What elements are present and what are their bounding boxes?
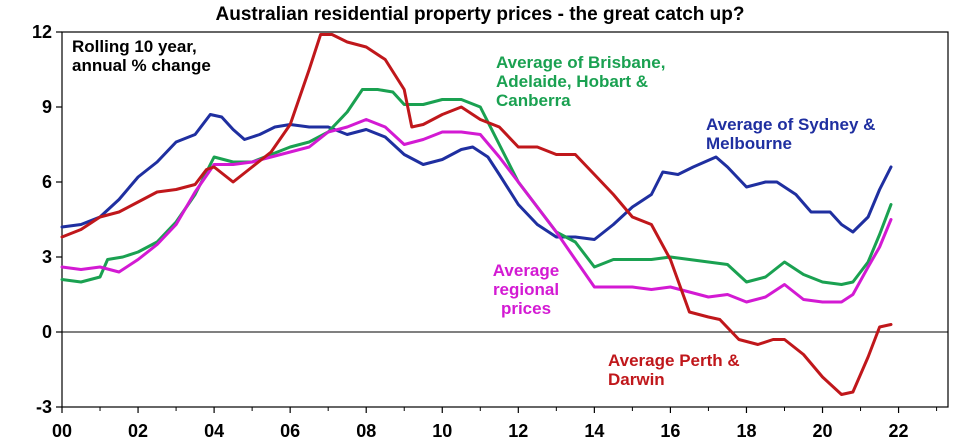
y-tick-label: 3 <box>42 247 52 267</box>
x-tick-label: 18 <box>736 421 756 441</box>
x-tick-label: 14 <box>584 421 604 441</box>
unit-label: annual % change <box>72 56 211 75</box>
x-tick-label: 10 <box>432 421 452 441</box>
series-perth-darwin-line <box>60 33 893 396</box>
plot-frame <box>61 31 949 408</box>
series-regional-label: prices <box>501 299 551 318</box>
x-tick-label: 04 <box>204 421 224 441</box>
x-tick-label: 08 <box>356 421 376 441</box>
x-tick-label: 00 <box>52 421 72 441</box>
y-tick-label: 6 <box>42 172 52 192</box>
series-regional-label: Average <box>493 261 559 280</box>
x-tick-label: 20 <box>812 421 832 441</box>
x-tick-label: 02 <box>128 421 148 441</box>
series-regional-line <box>60 118 893 304</box>
y-tick-label: 12 <box>32 22 52 42</box>
x-tick-label: 16 <box>660 421 680 441</box>
series-sydney-melbourne-label: Average of Sydney & <box>706 115 875 134</box>
series-brisbane-adelaide-hobart-canberra-label: Average of Brisbane, <box>496 53 665 72</box>
series-layer <box>60 33 893 396</box>
series-regional-label: regional <box>493 280 559 299</box>
series-brisbane-adelaide-hobart-canberra-label: Adelaide, Hobart & <box>496 72 648 91</box>
series-sydney-melbourne-line <box>60 113 893 241</box>
axes: -3 0 3 6 9 12 00 02 04 06 08 10 12 14 16 18 20 22 <box>32 22 949 441</box>
y-tick-label: 0 <box>42 322 52 342</box>
x-tick-label: 06 <box>280 421 300 441</box>
chart-title: Australian residential property prices -… <box>216 4 745 25</box>
series-sydney-melbourne-label: Melbourne <box>706 134 792 153</box>
series-brisbane-adelaide-hobart-canberra-label: Canberra <box>496 91 571 110</box>
series-perth-darwin-label: Darwin <box>608 370 665 389</box>
y-tick-label: 9 <box>42 97 52 117</box>
series-perth-darwin-label: Average Perth & <box>608 351 740 370</box>
unit-label: Rolling 10 year, <box>72 37 197 56</box>
labels-layer: Average of Sydney &Melbourne Average of B… <box>72 37 875 389</box>
x-tick-label: 12 <box>508 421 528 441</box>
x-tick-label: 22 <box>889 421 909 441</box>
y-tick-label: -3 <box>36 397 52 417</box>
